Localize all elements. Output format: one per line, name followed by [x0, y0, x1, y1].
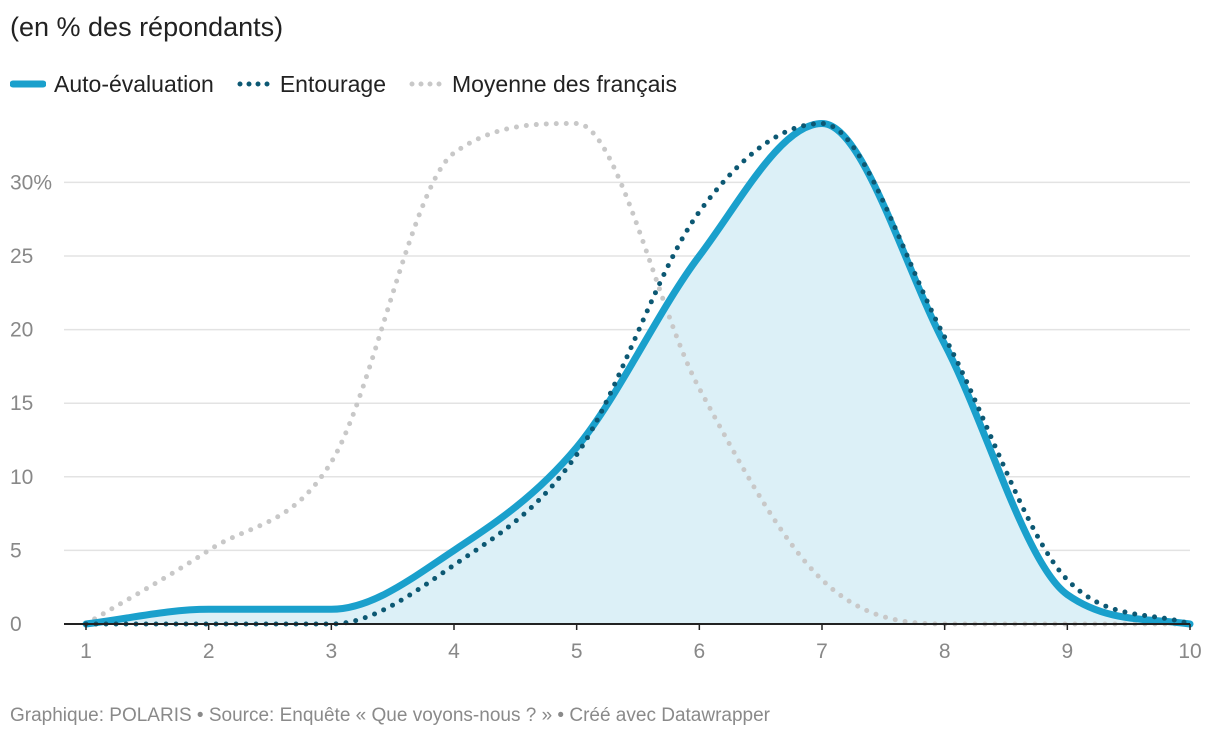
x-tick-label-6: 6: [693, 640, 705, 663]
x-tick-label-5: 5: [571, 640, 583, 663]
legend-swatch-moyenne: [409, 81, 444, 87]
area-auto-evaluation: [86, 123, 1190, 624]
chart-plot: 0 5 10 15 20 25 30% 1 2 3 4 5 6 7 8 9 10: [10, 120, 1202, 663]
legend-label-entourage: Entourage: [279, 70, 386, 97]
x-tick-label-2: 2: [203, 640, 215, 663]
x-tick-label-8: 8: [939, 640, 951, 663]
x-tick-label-10: 10: [1178, 640, 1201, 663]
x-tick-label-4: 4: [448, 640, 460, 663]
axis-layer: 0 5 10 15 20 25 30% 1 2 3 4 5 6 7 8 9 10: [10, 171, 1202, 663]
legend-label-auto: Auto-évaluation: [54, 70, 214, 97]
legend-item-auto: Auto-évaluation: [10, 71, 214, 98]
y-tick-label-25: 25: [10, 245, 33, 268]
y-tick-label-30: 30%: [10, 171, 52, 194]
chart-subtitle: (en % des répondants): [10, 12, 284, 42]
y-tick-label-0: 0: [10, 613, 22, 636]
y-tick-label-5: 5: [10, 539, 22, 562]
legend-label-moyenne: Moyenne des français: [451, 70, 677, 97]
series-line-auto-evaluation: [82, 120, 1194, 628]
legend-swatch-auto: [10, 80, 46, 88]
legend-item-entourage: Entourage: [236, 71, 386, 98]
series-line-entourage: [83, 121, 1193, 627]
y-tick-label-15: 15: [10, 392, 33, 415]
legend: Auto-évaluation Entourage Moyenne des fr…: [10, 70, 699, 98]
legend-item-moyenne: Moyenne des français: [408, 71, 677, 98]
x-tick-label-7: 7: [816, 640, 828, 663]
x-tick-label-3: 3: [325, 640, 337, 663]
legend-swatch-entourage: [237, 81, 272, 87]
x-tick-label-1: 1: [80, 640, 92, 663]
y-tick-label-20: 20: [10, 319, 33, 342]
area-layer: [86, 123, 1190, 624]
x-tick-label-9: 9: [1061, 640, 1073, 663]
y-tick-label-10: 10: [10, 466, 33, 489]
chart-footer: Graphique: POLARIS • Source: Enquête « Q…: [10, 705, 770, 726]
